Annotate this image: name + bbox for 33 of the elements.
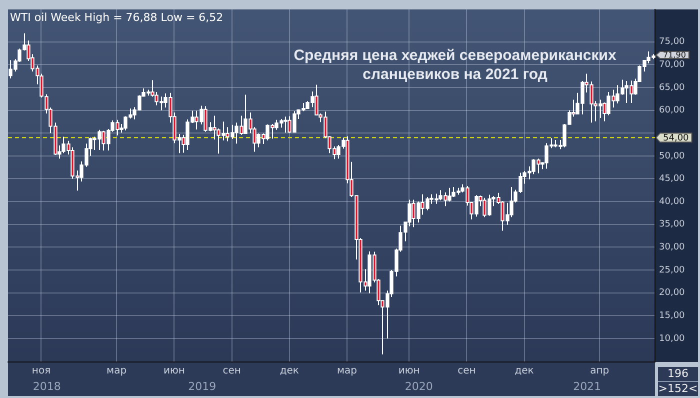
- y-tick-label: 60,00: [659, 106, 686, 116]
- y-tick-label: 30,00: [659, 242, 686, 253]
- ref-line-label: 54,00: [663, 134, 690, 144]
- y-tick-label: 45,00: [659, 174, 686, 184]
- y-tick-label: 65,00: [659, 82, 686, 93]
- text: Средняя цена хеджей североамериканских сланцевиков на 2021 год: [294, 47, 617, 84]
- x-tick-label: дек: [514, 366, 534, 377]
- text: >152<: [658, 382, 698, 396]
- y-tick-label: 40,00: [659, 196, 686, 207]
- text: 2020: [404, 380, 433, 393]
- x-tick-label: мар: [106, 366, 127, 377]
- text: 2019: [188, 380, 216, 393]
- x-tick-label: сен: [222, 366, 241, 377]
- y-tick-label: 75,00: [659, 37, 686, 48]
- y-tick-label: 15,00: [659, 311, 686, 322]
- y-tick-label: 50,00: [659, 151, 686, 162]
- x-tick-label: дек: [280, 366, 299, 377]
- x-tick-label: июн: [163, 366, 185, 377]
- y-tick-label: 70,00: [659, 60, 686, 70]
- y-tick-label: 10,00: [659, 334, 686, 344]
- x-tick-label: июн: [398, 366, 420, 377]
- x-tick-label: сен: [458, 366, 476, 377]
- annotation: WTI oil Week High = 76,88 Low = 6,52: [10, 10, 224, 24]
- y-tick-label: 20,00: [659, 288, 686, 298]
- y-tick-label: 35,00: [659, 220, 686, 230]
- text: 2021: [573, 380, 602, 393]
- text: 2018: [32, 380, 61, 393]
- x-tick-label: ноя: [32, 366, 51, 377]
- x-tick-label: апр: [590, 366, 610, 377]
- x-tick-label: мар: [336, 366, 358, 377]
- text: 71,90: [663, 50, 686, 60]
- y-tick-label: 25,00: [659, 265, 686, 276]
- text: 196: [658, 367, 698, 382]
